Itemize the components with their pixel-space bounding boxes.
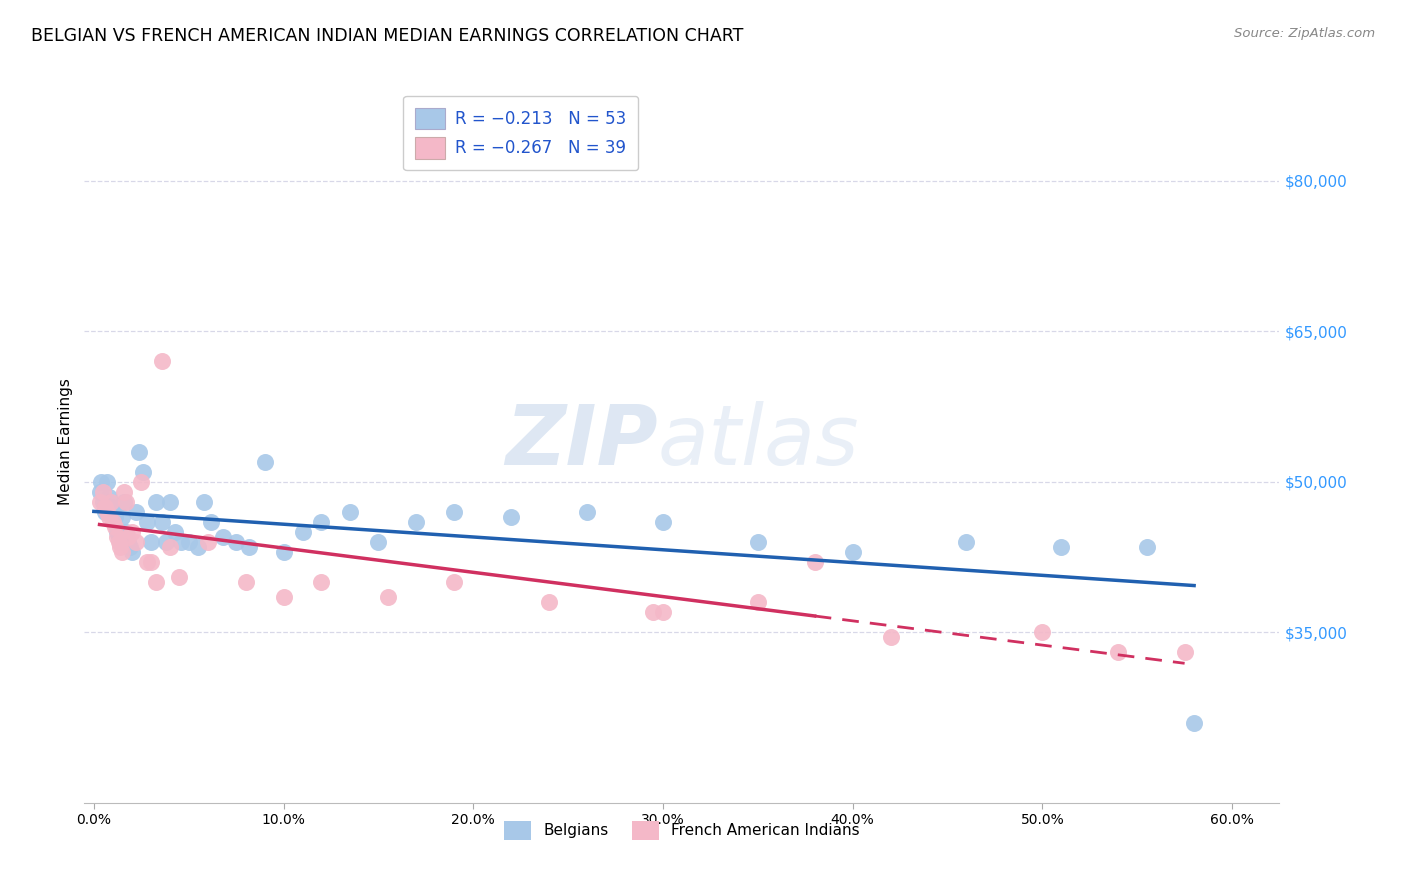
Point	[107, 530, 129, 544]
Point	[124, 505, 146, 519]
Point	[197, 534, 219, 549]
Point	[193, 494, 215, 508]
Point	[94, 500, 117, 514]
Point	[121, 524, 143, 539]
Point	[443, 505, 465, 519]
Point	[443, 574, 465, 589]
Point	[1174, 645, 1197, 659]
Point	[643, 605, 665, 619]
Point	[129, 475, 152, 489]
Point	[273, 545, 295, 559]
Text: ZIP: ZIP	[505, 401, 658, 482]
Text: BELGIAN VS FRENCH AMERICAN INDIAN MEDIAN EARNINGS CORRELATION CHART: BELGIAN VS FRENCH AMERICAN INDIAN MEDIAN…	[31, 27, 744, 45]
Point	[159, 494, 181, 508]
Point	[145, 494, 167, 508]
Point	[879, 630, 901, 644]
Point	[747, 595, 769, 609]
Point	[339, 505, 361, 519]
Point	[105, 530, 128, 544]
Point	[104, 520, 127, 534]
Point	[576, 505, 599, 519]
Point	[367, 534, 389, 549]
Point	[211, 530, 233, 544]
Point	[652, 605, 675, 619]
Point	[136, 555, 159, 569]
Point	[132, 465, 155, 479]
Point	[501, 509, 523, 524]
Point	[136, 515, 159, 529]
Point	[115, 524, 138, 539]
Point	[96, 475, 118, 489]
Point	[145, 574, 167, 589]
Point	[955, 534, 977, 549]
Point	[100, 500, 122, 514]
Point	[1182, 715, 1205, 730]
Point	[91, 494, 114, 508]
Point	[104, 509, 127, 524]
Point	[117, 534, 139, 549]
Point	[110, 540, 132, 554]
Point	[652, 515, 675, 529]
Point	[291, 524, 314, 539]
Point	[747, 534, 769, 549]
Point	[165, 524, 187, 539]
Point	[90, 475, 112, 489]
Point	[128, 444, 150, 458]
Point	[200, 515, 222, 529]
Point	[111, 509, 134, 524]
Point	[115, 494, 138, 508]
Text: atlas: atlas	[658, 401, 859, 482]
Point	[94, 505, 117, 519]
Text: Source: ZipAtlas.com: Source: ZipAtlas.com	[1234, 27, 1375, 40]
Point	[273, 590, 295, 604]
Point	[101, 515, 124, 529]
Point	[117, 530, 139, 544]
Point	[155, 534, 177, 549]
Point	[139, 534, 162, 549]
Point	[101, 505, 124, 519]
Point	[187, 540, 209, 554]
Point	[177, 534, 200, 549]
Point	[98, 490, 121, 504]
Point	[405, 515, 427, 529]
Point	[225, 534, 247, 549]
Point	[89, 494, 111, 508]
Point	[1031, 625, 1053, 640]
Point	[311, 574, 333, 589]
Point	[124, 534, 146, 549]
Point	[167, 570, 190, 584]
Point	[311, 515, 333, 529]
Point	[96, 505, 118, 519]
Point	[803, 555, 825, 569]
Point	[98, 509, 121, 524]
Point	[111, 545, 134, 559]
Y-axis label: Median Earnings: Median Earnings	[58, 378, 73, 505]
Legend: Belgians, French American Indians: Belgians, French American Indians	[495, 812, 869, 849]
Point	[150, 515, 173, 529]
Point	[170, 534, 193, 549]
Point	[253, 454, 276, 468]
Point	[112, 494, 135, 508]
Point	[150, 354, 173, 368]
Point	[139, 555, 162, 569]
Point	[1136, 540, 1159, 554]
Point	[841, 545, 863, 559]
Point	[107, 534, 129, 549]
Point	[91, 484, 114, 499]
Point	[89, 484, 111, 499]
Point	[538, 595, 561, 609]
Point	[159, 540, 181, 554]
Point	[1050, 540, 1073, 554]
Point	[238, 540, 260, 554]
Point	[235, 574, 257, 589]
Point	[112, 484, 135, 499]
Point	[110, 534, 132, 549]
Point	[121, 545, 143, 559]
Point	[105, 524, 128, 539]
Point	[118, 540, 141, 554]
Point	[100, 494, 122, 508]
Point	[377, 590, 399, 604]
Point	[1107, 645, 1129, 659]
